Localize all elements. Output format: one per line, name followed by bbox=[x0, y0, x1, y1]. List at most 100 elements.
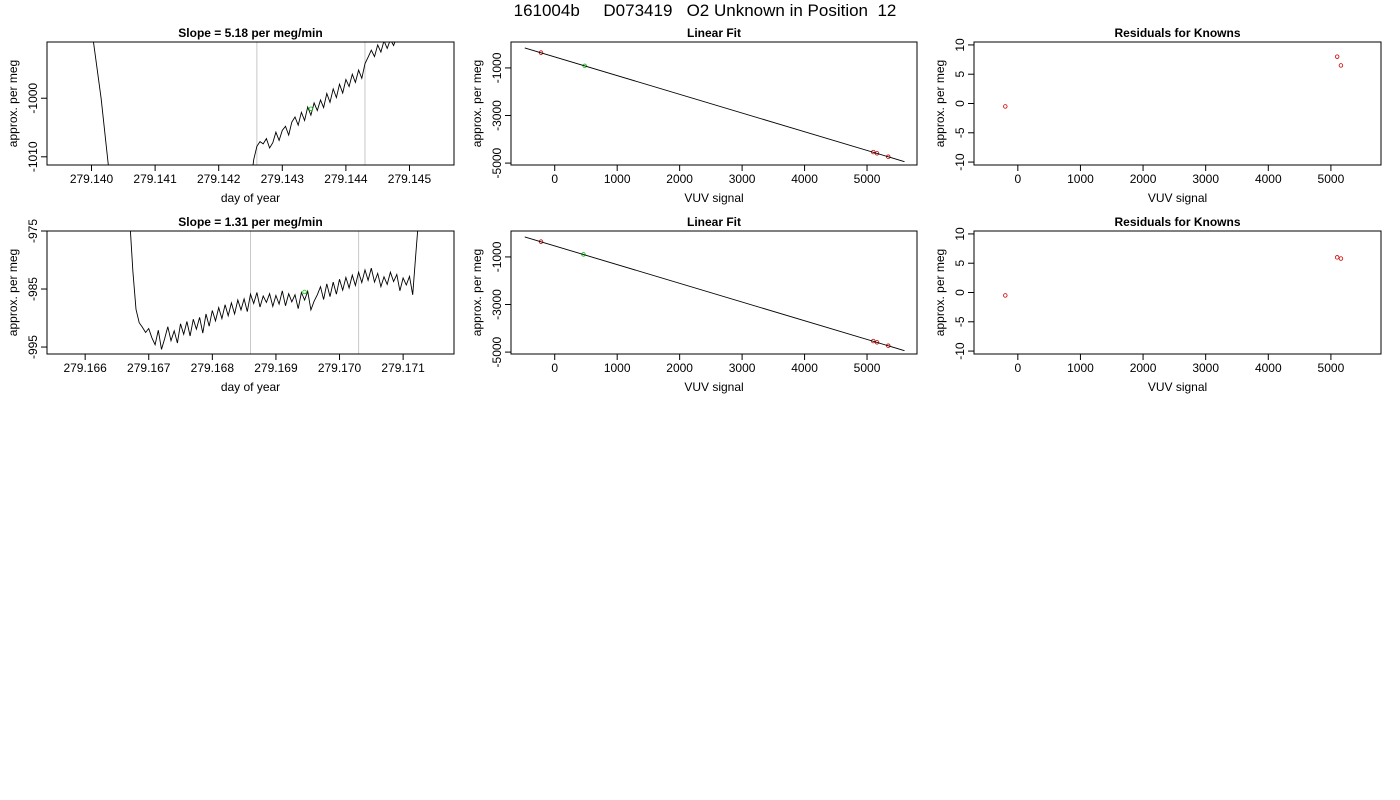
x-tick-label: 279.144 bbox=[324, 172, 368, 186]
plot-area bbox=[93, 42, 396, 165]
y-axis-label: approx. per meg bbox=[470, 60, 484, 147]
x-tick-label: 279.140 bbox=[70, 172, 114, 186]
y-tick-label: -5000 bbox=[490, 336, 504, 367]
data-point bbox=[1338, 63, 1344, 68]
fit-line bbox=[524, 47, 905, 163]
x-axis-label: VUV signal bbox=[684, 191, 743, 205]
y-tick-label: -1000 bbox=[26, 83, 40, 114]
plot-area bbox=[1003, 54, 1344, 109]
x-tick-label: 279.167 bbox=[127, 361, 171, 375]
x-tick-label: 1000 bbox=[1067, 172, 1094, 186]
x-tick-label: 4000 bbox=[1255, 361, 1282, 375]
x-axis-label: VUV signal bbox=[684, 380, 743, 394]
y-axis-label: approx. per meg bbox=[470, 249, 484, 336]
chart-title: Slope = 5.18 per meg/min bbox=[178, 26, 322, 40]
y-tick-label: -5 bbox=[953, 316, 967, 327]
page-title: 161004b D073419 O2 Unknown in Position 1… bbox=[513, 1, 897, 20]
series-line-1 bbox=[93, 42, 109, 165]
x-tick-label: 3000 bbox=[1192, 361, 1219, 375]
plot-area bbox=[1003, 255, 1344, 298]
data-point bbox=[1338, 256, 1344, 261]
data-point bbox=[308, 106, 314, 111]
data-point bbox=[1334, 54, 1340, 59]
data-point bbox=[1003, 104, 1008, 109]
y-tick-label: -985 bbox=[26, 277, 40, 301]
x-tick-label: 279.166 bbox=[63, 361, 107, 375]
x-tick-label: 1000 bbox=[604, 172, 631, 186]
y-tick-label: -5 bbox=[953, 127, 967, 138]
y-tick-label: -995 bbox=[26, 335, 40, 359]
plot-area bbox=[538, 50, 891, 159]
y-tick-label: 0 bbox=[953, 289, 967, 296]
series-line-2 bbox=[252, 42, 396, 165]
chart-panel-2: 0 1000 2000 3000 4000 5000 -5000 -3000 -1000 Line… bbox=[470, 26, 918, 205]
plot-frame bbox=[973, 230, 1382, 355]
chart-title: Linear Fit bbox=[687, 26, 741, 40]
x-tick-label: 279.145 bbox=[388, 172, 432, 186]
chart-panel-4: 279.166 279.167 279.168 279.169 279.170 279.1… bbox=[6, 215, 455, 394]
y-tick-label: 10 bbox=[953, 227, 967, 241]
x-tick-label: 2000 bbox=[666, 172, 693, 186]
plot-area bbox=[129, 231, 419, 354]
y-tick-label: -1000 bbox=[490, 241, 504, 272]
chart-title: Linear Fit bbox=[687, 215, 741, 229]
x-tick-label: 279.171 bbox=[381, 361, 425, 375]
plot-frame bbox=[973, 41, 1382, 166]
x-tick-label: 4000 bbox=[791, 361, 818, 375]
y-axis-label: approx. per meg bbox=[933, 60, 947, 147]
y-tick-label: -5000 bbox=[490, 147, 504, 178]
x-tick-label: 5000 bbox=[854, 361, 881, 375]
chart-title: Residuals for Knowns bbox=[1114, 26, 1240, 40]
x-tick-label: 3000 bbox=[1192, 172, 1219, 186]
x-tick-label: 0 bbox=[551, 361, 558, 375]
data-point bbox=[582, 63, 587, 69]
x-tick-label: 279.142 bbox=[197, 172, 241, 186]
data-point bbox=[302, 289, 307, 295]
y-tick-label: 10 bbox=[953, 38, 967, 52]
x-tick-label: 5000 bbox=[854, 172, 881, 186]
x-tick-label: 3000 bbox=[729, 172, 756, 186]
y-tick-label: -3000 bbox=[490, 100, 504, 131]
y-tick-label: -975 bbox=[26, 219, 40, 243]
chart-panel-5: 0 1000 2000 3000 4000 5000 -5000 -3000 -1000 Line… bbox=[470, 215, 918, 394]
x-tick-label: 2000 bbox=[666, 361, 693, 375]
data-point bbox=[1003, 293, 1008, 298]
x-axis-label: VUV signal bbox=[1148, 380, 1207, 394]
x-tick-label: 4000 bbox=[791, 172, 818, 186]
x-tick-label: 279.168 bbox=[191, 361, 235, 375]
plot-frame bbox=[510, 230, 918, 355]
x-tick-label: 3000 bbox=[729, 361, 756, 375]
plot-frame bbox=[510, 41, 918, 166]
x-axis-label: VUV signal bbox=[1148, 191, 1207, 205]
chart-title: Residuals for Knowns bbox=[1114, 215, 1240, 229]
y-tick-label: 5 bbox=[953, 71, 967, 78]
y-tick-label: -1010 bbox=[26, 141, 40, 172]
series-line-1 bbox=[129, 231, 419, 350]
x-tick-label: 2000 bbox=[1130, 172, 1157, 186]
x-axis-label: day of year bbox=[221, 380, 280, 394]
x-tick-label: 1000 bbox=[1067, 361, 1094, 375]
y-tick-label: -10 bbox=[953, 153, 967, 171]
y-axis-label: approx. per meg bbox=[933, 249, 947, 336]
x-tick-label: 4000 bbox=[1255, 172, 1282, 186]
plot-frame bbox=[46, 41, 455, 166]
x-tick-label: 5000 bbox=[1318, 361, 1345, 375]
x-tick-label: 0 bbox=[1014, 361, 1021, 375]
x-tick-label: 0 bbox=[551, 172, 558, 186]
x-tick-label: 2000 bbox=[1130, 361, 1157, 375]
x-axis-label: day of year bbox=[221, 191, 280, 205]
x-tick-label: 279.143 bbox=[261, 172, 305, 186]
y-tick-label: 5 bbox=[953, 260, 967, 267]
y-tick-label: -3000 bbox=[490, 289, 504, 320]
y-tick-label: 0 bbox=[953, 100, 967, 107]
chart-panel-1: 279.140 279.141 279.142 279.143 279.144 279.1… bbox=[6, 26, 455, 205]
data-point bbox=[1334, 255, 1340, 260]
x-tick-label: 0 bbox=[1014, 172, 1021, 186]
chart-panel-3: 0 1000 2000 3000 4000 5000 -10 -5 0 5 10 Residuals … bbox=[933, 26, 1382, 205]
x-tick-label: 1000 bbox=[604, 361, 631, 375]
x-tick-label: 279.169 bbox=[254, 361, 298, 375]
chart-title: Slope = 1.31 per meg/min bbox=[178, 215, 322, 229]
x-tick-label: 279.170 bbox=[318, 361, 362, 375]
y-tick-label: -1000 bbox=[490, 52, 504, 83]
